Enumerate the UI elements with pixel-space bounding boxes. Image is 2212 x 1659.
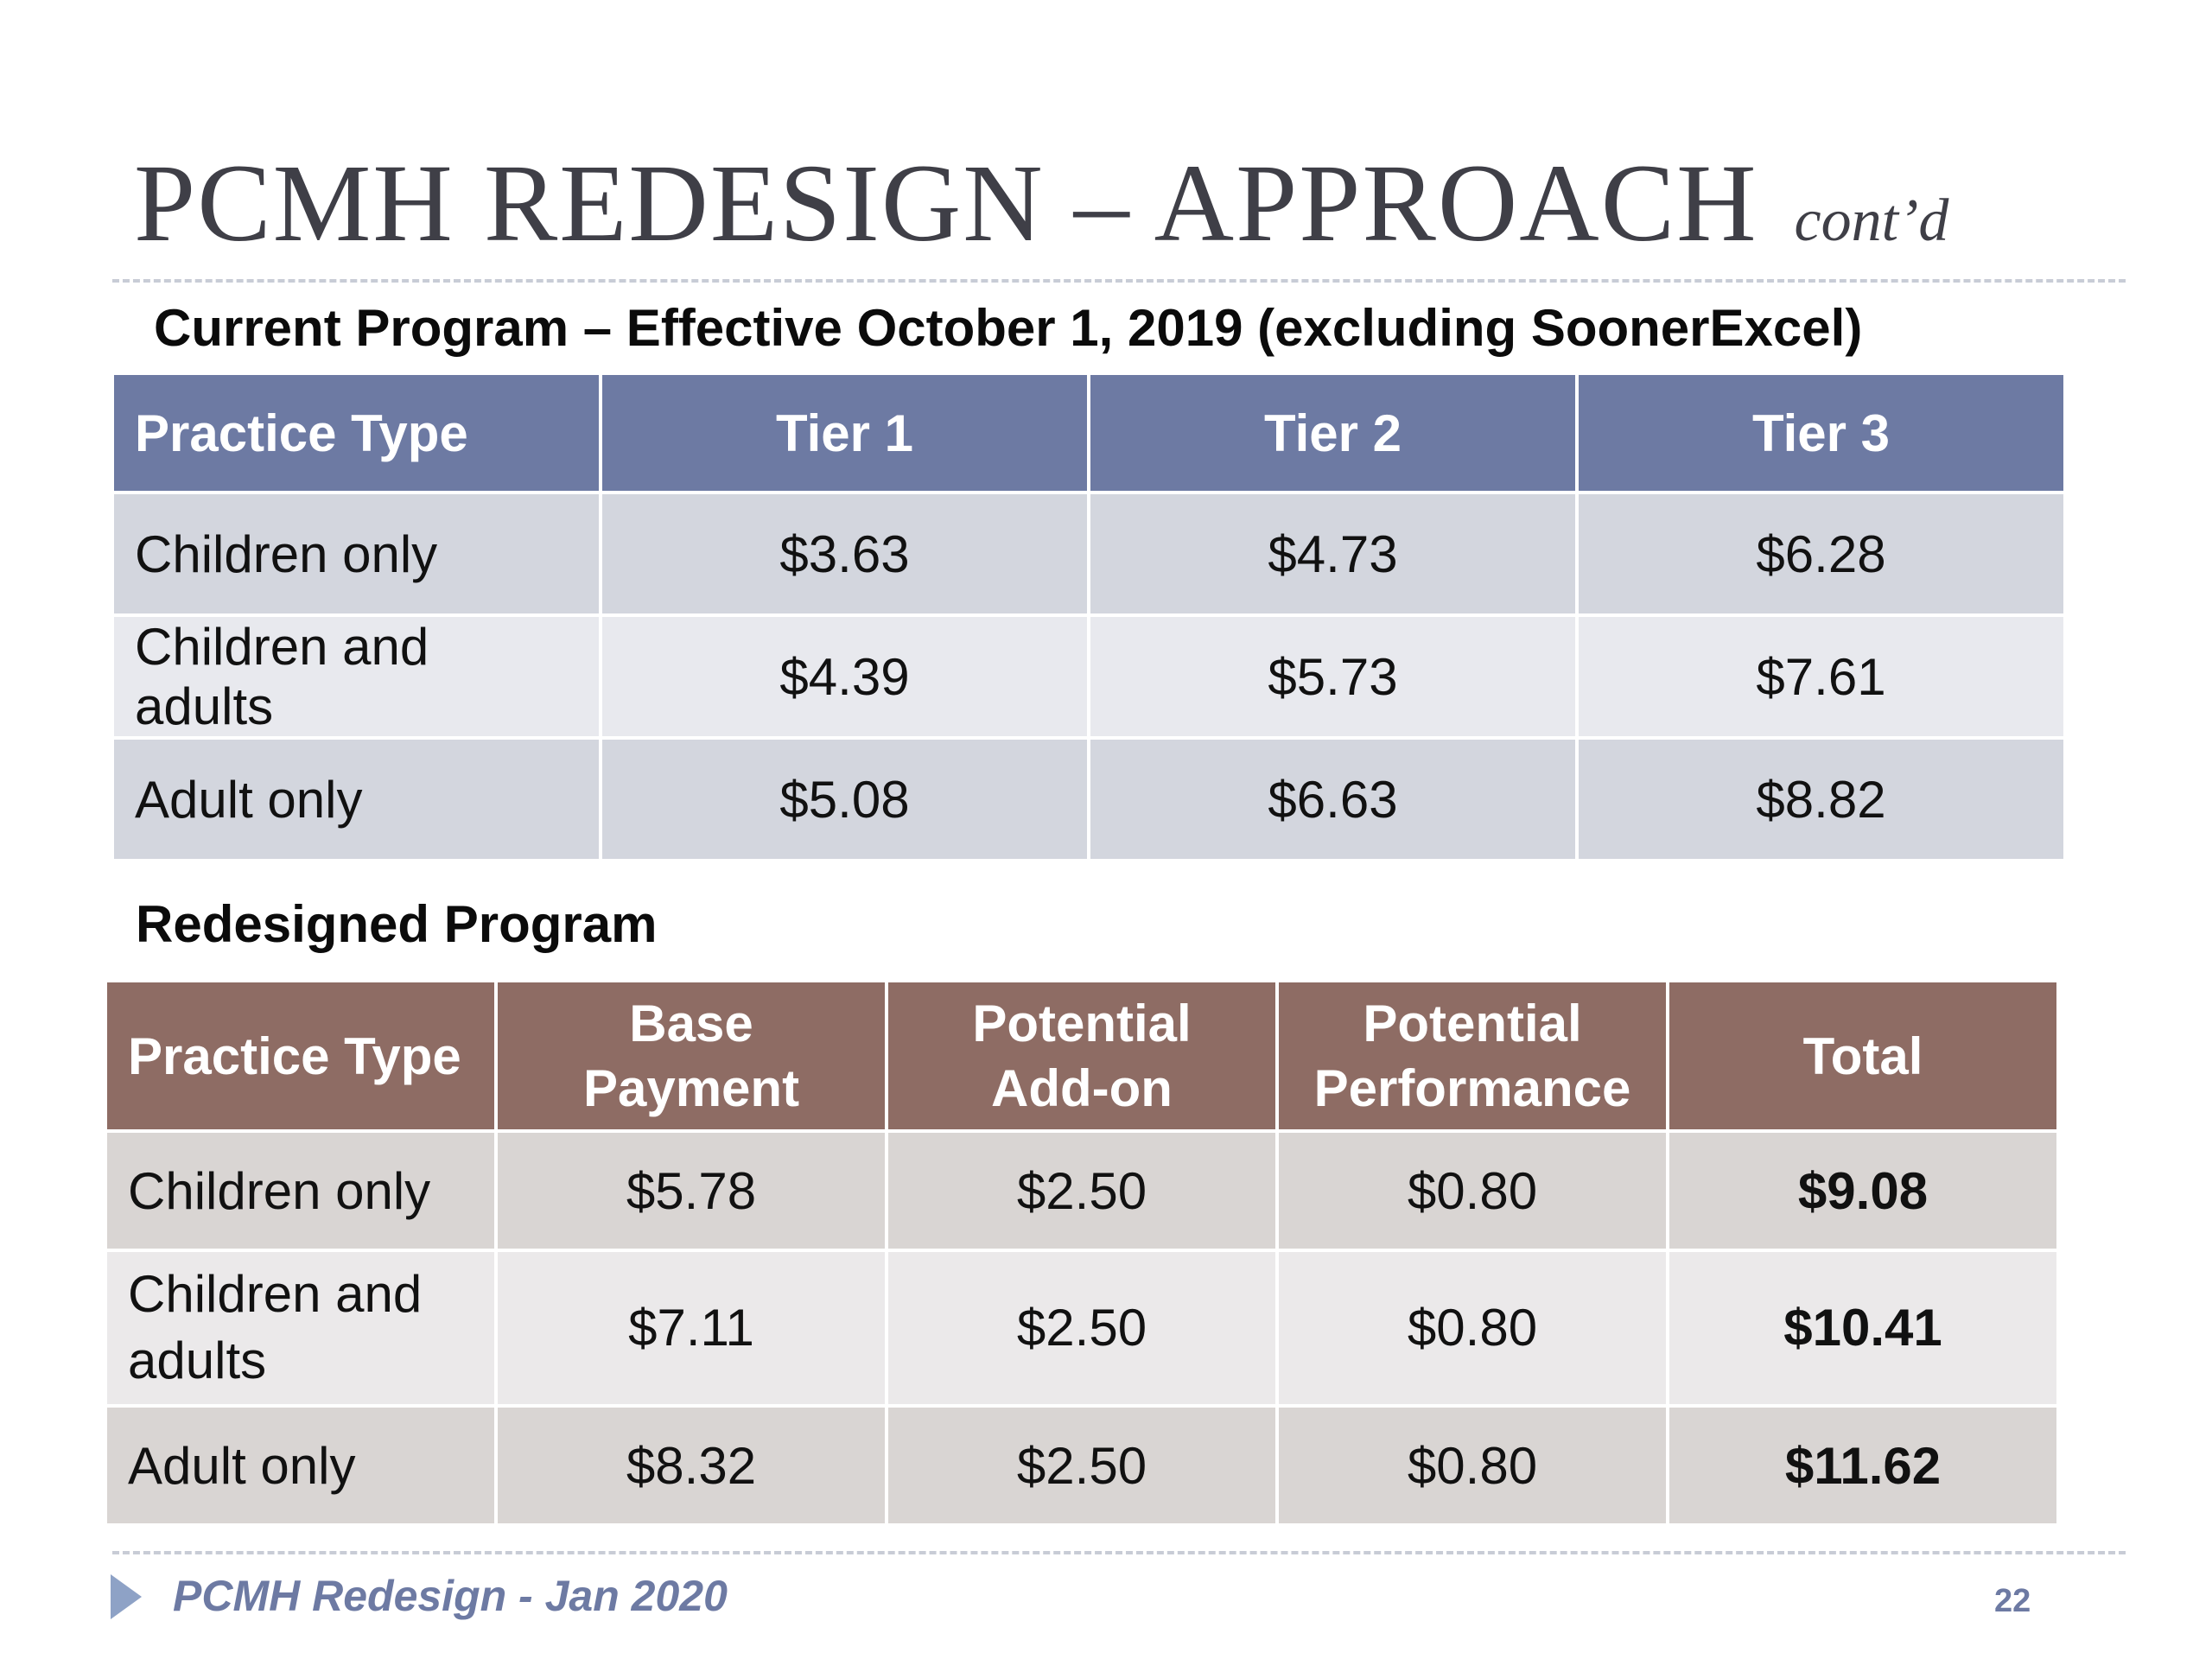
header-practice-type: Practice Type xyxy=(107,982,494,1129)
current-program-table: Practice Type Tier 1 Tier 2 Tier 3 Child… xyxy=(111,372,2067,862)
practice-type-cell: Children and adults xyxy=(107,1252,494,1404)
play-arrow-icon xyxy=(111,1574,142,1619)
table-row: Adult only $5.08 $6.63 $8.82 xyxy=(114,740,2063,859)
total-cell: $11.62 xyxy=(1669,1408,2056,1523)
table-header-row: Practice Type Base Payment Potential Add… xyxy=(107,982,2056,1129)
title-main: PCMH REDESIGN – APPROACH xyxy=(134,142,1758,264)
add-on-cell: $2.50 xyxy=(888,1133,1275,1249)
page-title: PCMH REDESIGN – APPROACH cont’d xyxy=(134,143,1948,264)
header-potential-performance: Potential Performance xyxy=(1279,982,1666,1129)
tier-1-cell: $5.08 xyxy=(602,740,1087,859)
tier-2-cell: $5.73 xyxy=(1090,617,1575,736)
tier-3-cell: $6.28 xyxy=(1579,494,2063,613)
tier-3-cell: $8.82 xyxy=(1579,740,2063,859)
header-total: Total xyxy=(1669,982,2056,1129)
base-payment-cell: $5.78 xyxy=(498,1133,885,1249)
table-row: Children and adults $7.11 $2.50 $0.80 $1… xyxy=(107,1252,2056,1404)
practice-type-cell: Children only xyxy=(114,494,599,613)
add-on-cell: $2.50 xyxy=(888,1252,1275,1404)
table-row: Adult only $8.32 $2.50 $0.80 $11.62 xyxy=(107,1408,2056,1523)
page-number: 22 xyxy=(1994,1583,2031,1619)
header-tier-2: Tier 2 xyxy=(1090,375,1575,491)
top-divider xyxy=(112,279,2126,283)
performance-cell: $0.80 xyxy=(1279,1133,1666,1249)
tier-1-cell: $4.39 xyxy=(602,617,1087,736)
tier-3-cell: $7.61 xyxy=(1579,617,2063,736)
tier-1-cell: $3.63 xyxy=(602,494,1087,613)
performance-cell: $0.80 xyxy=(1279,1408,1666,1523)
total-cell: $10.41 xyxy=(1669,1252,2056,1404)
header-tier-3: Tier 3 xyxy=(1579,375,2063,491)
practice-type-cell: Children only xyxy=(107,1133,494,1249)
total-cell: $9.08 xyxy=(1669,1133,2056,1249)
redesigned-program-table: Practice Type Base Payment Potential Add… xyxy=(104,979,2060,1527)
table-row: Children only $5.78 $2.50 $0.80 $9.08 xyxy=(107,1133,2056,1249)
title-suffix: cont’d xyxy=(1794,188,1949,254)
base-payment-cell: $7.11 xyxy=(498,1252,885,1404)
tier-2-cell: $6.63 xyxy=(1090,740,1575,859)
header-tier-1: Tier 1 xyxy=(602,375,1087,491)
redesigned-program-heading: Redesigned Program xyxy=(136,895,658,953)
add-on-cell: $2.50 xyxy=(888,1408,1275,1523)
base-payment-cell: $8.32 xyxy=(498,1408,885,1523)
header-practice-type: Practice Type xyxy=(114,375,599,491)
table-row: Children and adults $4.39 $5.73 $7.61 xyxy=(114,617,2063,736)
bottom-divider xyxy=(112,1551,2126,1554)
table-row: Children only $3.63 $4.73 $6.28 xyxy=(114,494,2063,613)
header-potential-add-on: Potential Add-on xyxy=(888,982,1275,1129)
current-program-heading: Current Program – Effective October 1, 2… xyxy=(154,299,1863,357)
practice-type-cell: Adult only xyxy=(114,740,599,859)
footer-text: PCMH Redesign - Jan 2020 xyxy=(173,1572,728,1620)
tier-2-cell: $4.73 xyxy=(1090,494,1575,613)
practice-type-cell: Adult only xyxy=(107,1408,494,1523)
performance-cell: $0.80 xyxy=(1279,1252,1666,1404)
header-base-payment: Base Payment xyxy=(498,982,885,1129)
practice-type-cell: Children and adults xyxy=(114,617,599,736)
table-header-row: Practice Type Tier 1 Tier 2 Tier 3 xyxy=(114,375,2063,491)
